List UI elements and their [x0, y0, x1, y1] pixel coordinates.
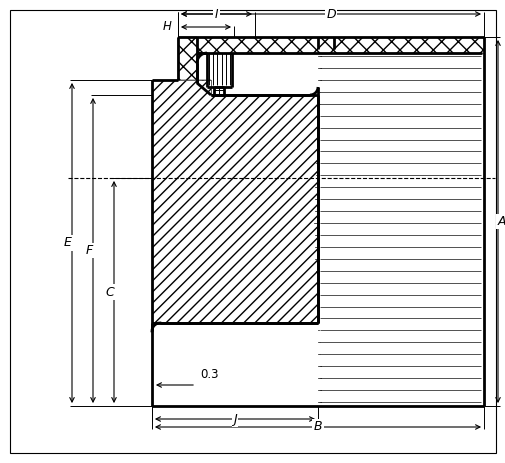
- Polygon shape: [196, 37, 483, 53]
- Text: B: B: [313, 420, 322, 433]
- Text: C: C: [106, 286, 114, 299]
- Polygon shape: [152, 80, 317, 323]
- Text: I: I: [214, 7, 218, 20]
- Text: J: J: [233, 413, 236, 425]
- Text: A: A: [497, 215, 505, 228]
- Text: H: H: [163, 20, 172, 33]
- Text: E: E: [64, 237, 72, 250]
- Text: D: D: [326, 7, 335, 20]
- Polygon shape: [178, 37, 211, 95]
- Text: 0.3: 0.3: [199, 368, 218, 381]
- Text: F: F: [85, 244, 92, 257]
